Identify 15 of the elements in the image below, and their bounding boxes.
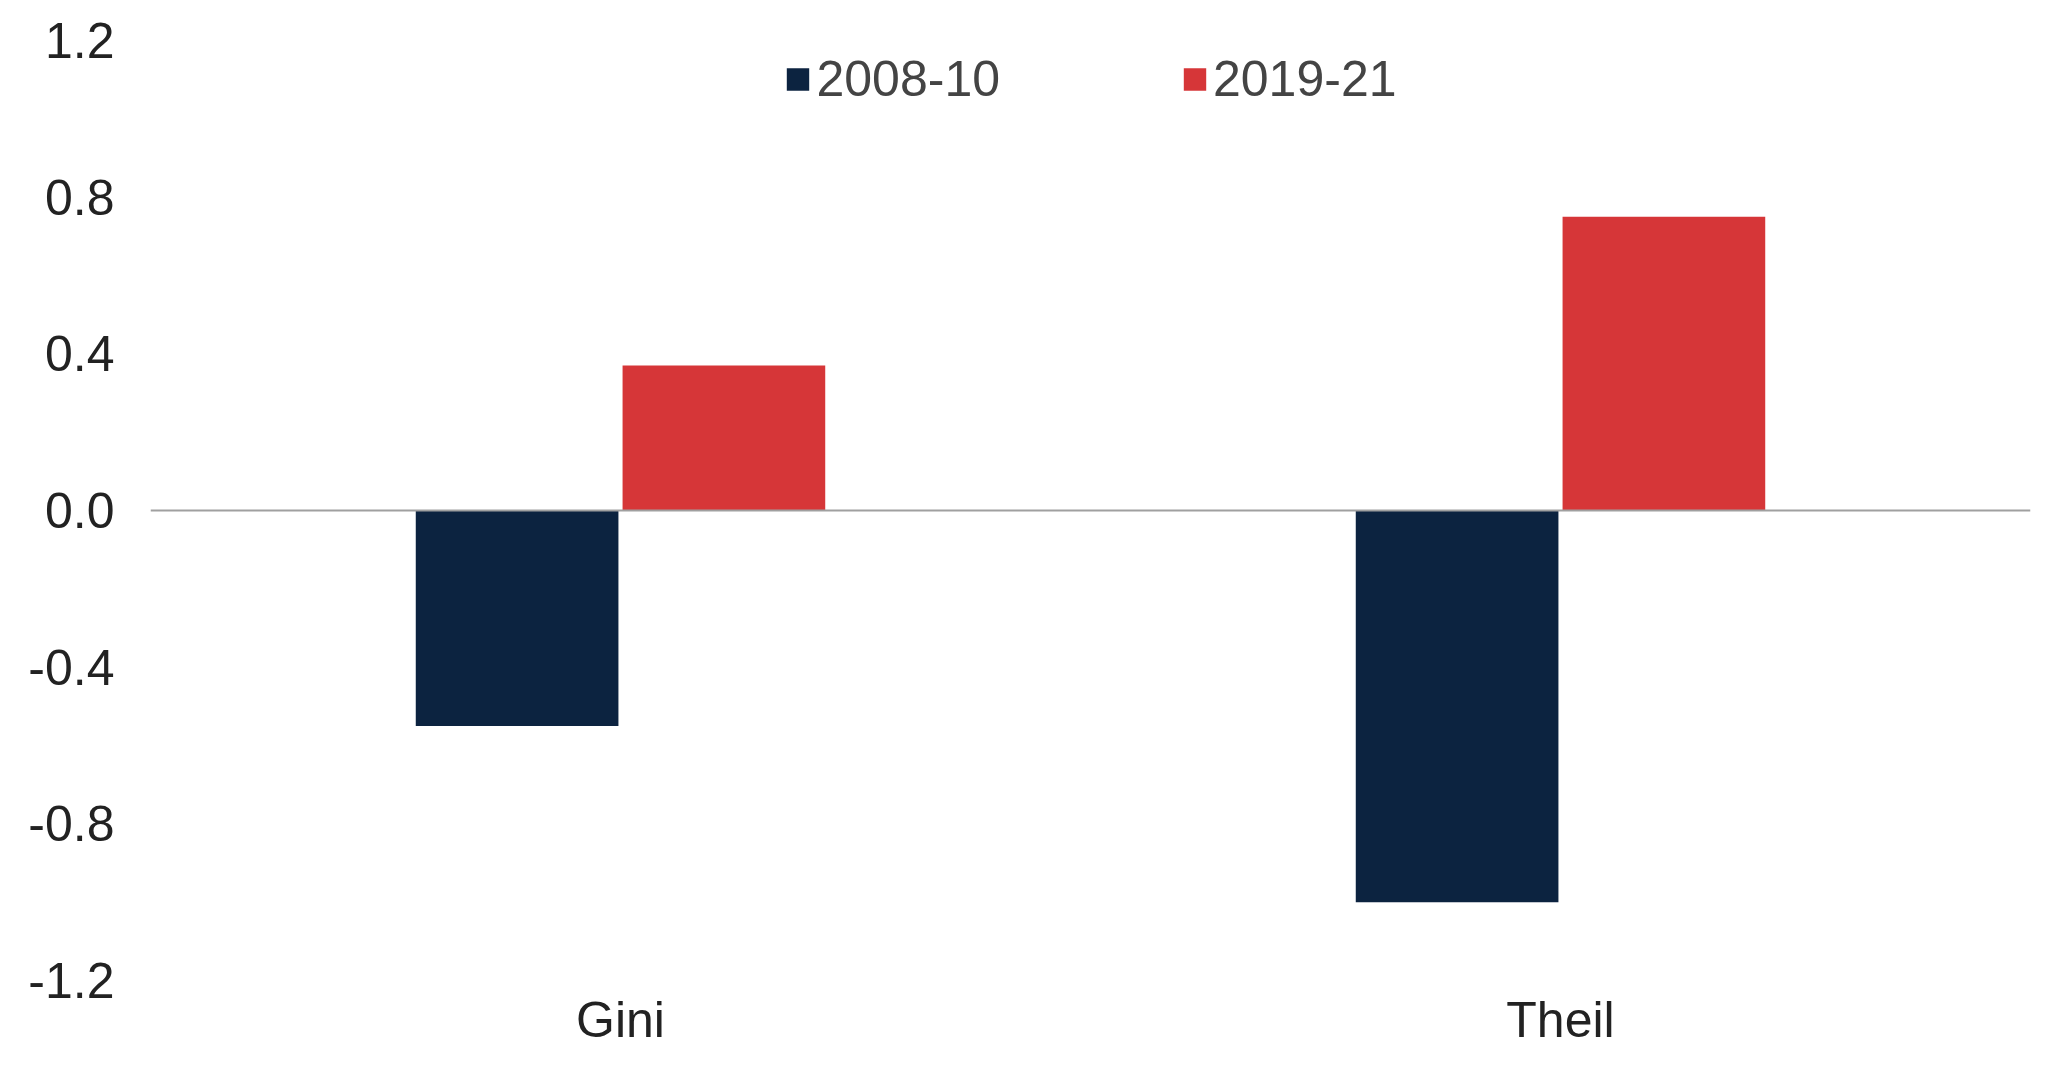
x-tick-label: Gini (576, 991, 665, 1048)
y-tick-label: -0.8 (28, 796, 115, 853)
y-tick-label: 0.0 (44, 483, 115, 539)
y-tick-label: -0.4 (28, 639, 115, 696)
y-tick-label: 0.4 (44, 326, 115, 383)
bar (1562, 216, 1766, 511)
y-tick-label: -1.2 (28, 953, 115, 1009)
x-tick-label: Theil (1506, 991, 1615, 1048)
legend-label: 2008-10 (816, 50, 1000, 108)
bar (415, 510, 619, 726)
y-tick-label: 0.8 (44, 169, 115, 226)
bar (1355, 510, 1559, 903)
legend-label: 2019-21 (1213, 50, 1397, 108)
bar (622, 365, 826, 511)
y-tick-label: 1.2 (44, 13, 115, 69)
